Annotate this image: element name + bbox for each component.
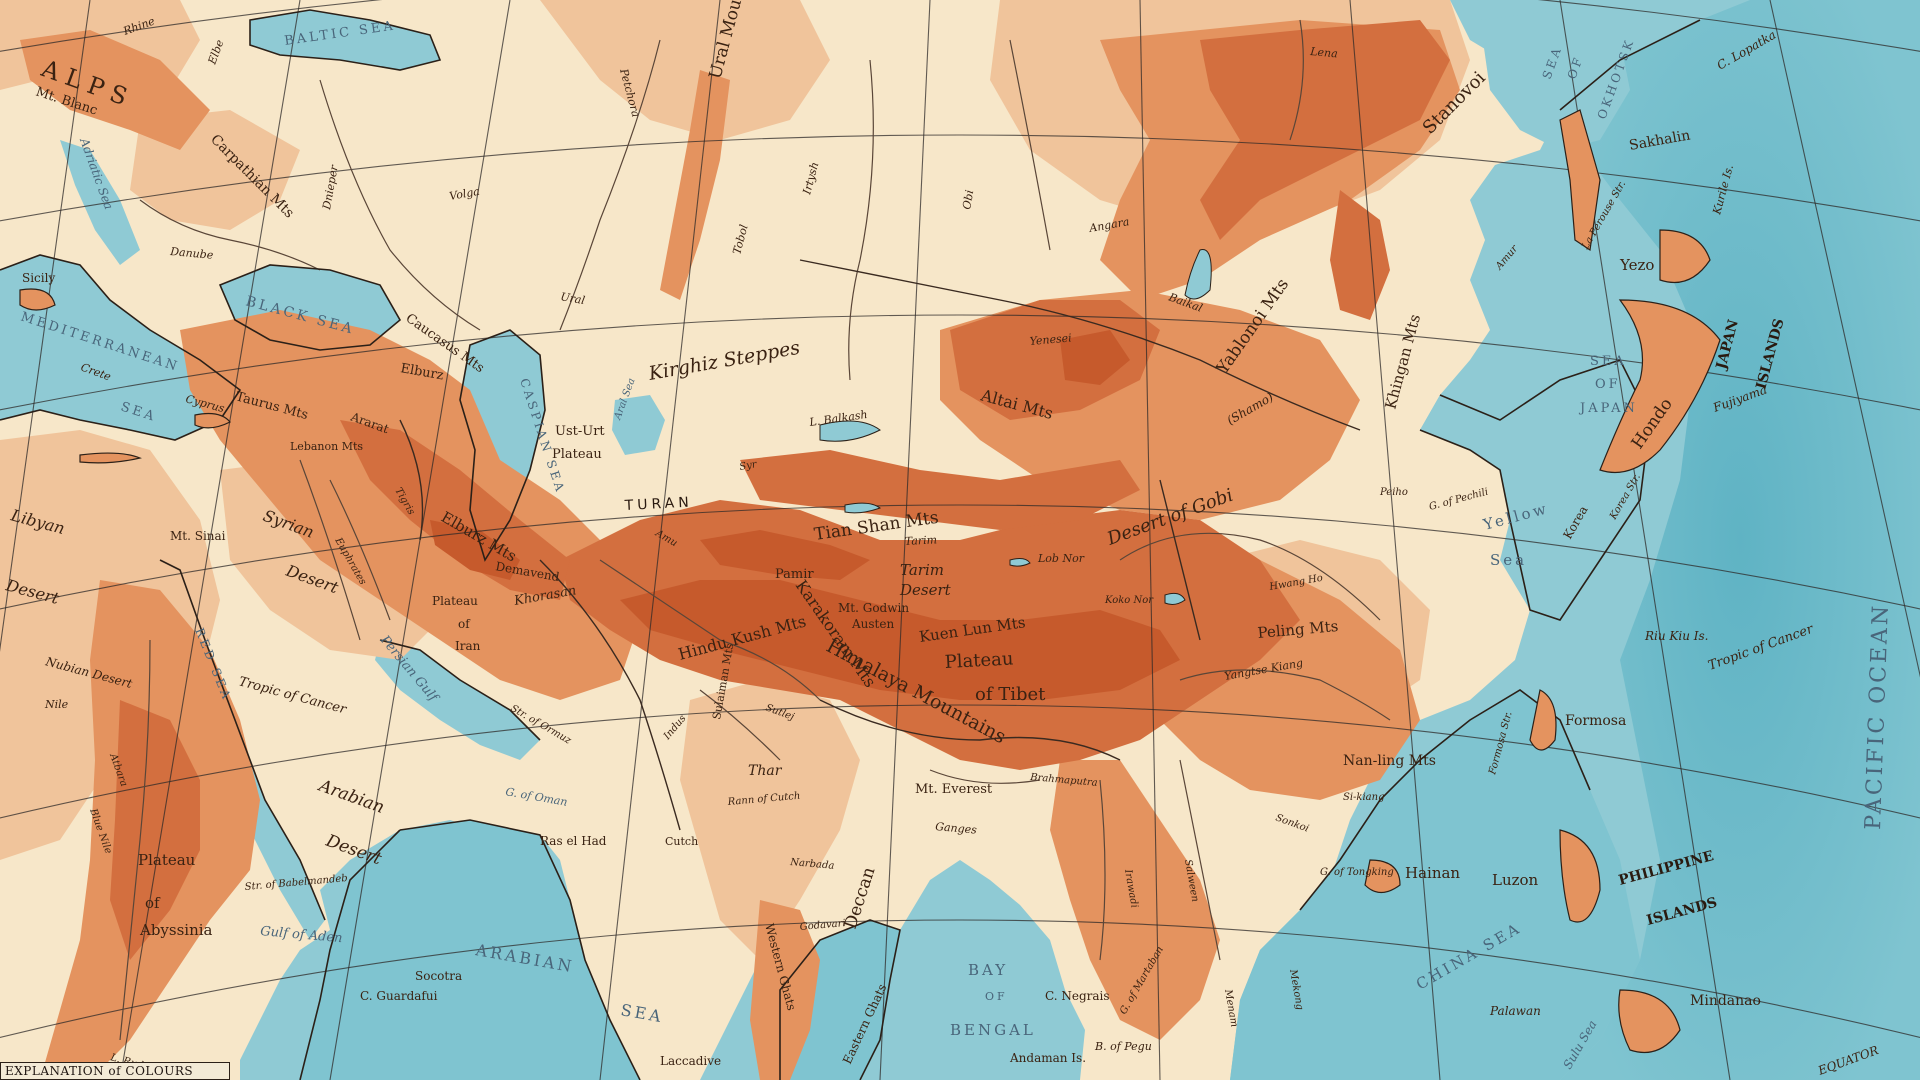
label-andaman: Andaman Is. <box>1009 1051 1086 1065</box>
label-godwin-austen-2: Austen <box>851 617 894 631</box>
label-godavari: Godavari <box>799 918 846 933</box>
coastlines <box>0 9 1701 1080</box>
label-plateau-tibet-2: of Tibet <box>975 684 1046 705</box>
legend-box: EXPLANATION of COLOURS <box>0 1062 230 1080</box>
label-yezo: Yezo <box>1619 256 1654 274</box>
label-yenesei: Yenesei <box>1029 331 1072 348</box>
label-bay-2: OF <box>985 990 1008 1003</box>
label-mindanao: Mindanao <box>1690 993 1761 1009</box>
label-palawan: Palawan <box>1489 1004 1541 1018</box>
island-hainan <box>1364 859 1401 894</box>
label-mt-sinai: Mt. Sinai <box>170 529 226 543</box>
label-pamir: Pamir <box>775 567 814 582</box>
sea-adriatic <box>60 140 140 265</box>
island-crete <box>79 452 142 464</box>
label-turan: TURAN <box>623 494 693 514</box>
islands <box>19 109 1721 1054</box>
sea-mediterranean <box>0 255 240 440</box>
sea-okhotsk <box>1480 10 1630 150</box>
label-formosa: Formosa <box>1565 713 1626 729</box>
label-danube: Danube <box>169 245 215 262</box>
label-elburz-peak: Elburz <box>399 361 444 383</box>
label-godwin-austen-1: Mt. Godwin <box>838 601 909 615</box>
lake-issyk-kul <box>844 502 882 514</box>
label-nile: Nile <box>44 698 69 711</box>
label-koko-nor: Koko Nor <box>1104 595 1154 606</box>
label-gulf-aden: Gulf of Aden <box>260 924 343 946</box>
label-laccadive: Laccadive <box>660 1054 721 1068</box>
label-luzon: Luzon <box>1492 871 1539 889</box>
island-cyprus <box>194 412 231 429</box>
label-obi: Obi <box>960 189 976 211</box>
island-japan <box>1599 299 1721 474</box>
label-si-kiang: Si-kiang <box>1343 792 1385 803</box>
label-abyssinia-1: Plateau <box>138 851 196 869</box>
label-c-guardafui: C. Guardafui <box>360 989 438 1003</box>
label-peiho: Peiho <box>1379 487 1408 498</box>
label-cutch: Cutch <box>665 835 698 848</box>
label-g-tongking: G. of Tongking <box>1320 867 1394 878</box>
label-lena: Lena <box>1309 45 1338 60</box>
label-iran: Iran <box>455 639 481 653</box>
label-syr: Syr <box>739 459 759 473</box>
label-tarim-desert-2: Desert <box>899 581 952 599</box>
island-sicily <box>19 288 56 311</box>
label-b-pegu: B. of Pegu <box>1094 1040 1152 1053</box>
label-abyssinia-3: Abyssinia <box>139 921 213 939</box>
lake-balkash <box>819 420 881 442</box>
sea-aral <box>612 395 665 455</box>
label-thar: Thar <box>748 763 783 779</box>
label-sea-japan-1: SEA <box>1590 354 1627 369</box>
label-riu-kiu: Riu Kiu Is. <box>1644 629 1708 643</box>
label-sea-japan-3: JAPAN <box>1578 401 1638 416</box>
lake-lob-nor <box>1009 558 1031 567</box>
label-mt-everest: Mt. Everest <box>915 782 993 797</box>
label-tarim-desert-1: Tarim <box>900 561 944 579</box>
sea-baltic <box>250 10 440 70</box>
label-volga: Volga <box>448 185 480 203</box>
label-tarim-river: Tarim <box>904 533 937 548</box>
sea-arabian <box>300 820 640 1080</box>
label-socotra: Socotra <box>415 969 462 983</box>
label-c-negrais: C. Negrais <box>1045 989 1110 1003</box>
label-plateau-tibet-1: Plateau <box>944 648 1014 673</box>
lake-koko-nor <box>1164 592 1186 605</box>
label-ust-urt-plateau: Plateau <box>552 447 602 462</box>
island-mindanao <box>1618 989 1681 1054</box>
lake-baikal <box>1184 249 1212 300</box>
island-yezo <box>1659 229 1711 284</box>
label-bay-1: BAY <box>968 961 1008 979</box>
label-lob-nor: Lob Nor <box>1037 552 1085 565</box>
label-ural-river: Ural <box>559 290 586 307</box>
island-sakhalin <box>1559 109 1601 252</box>
label-plateau-iran: Plateau <box>432 594 478 608</box>
island-formosa <box>1529 689 1557 751</box>
sea-persian-gulf <box>375 640 540 760</box>
label-abyssinia-2: of <box>145 894 161 912</box>
rivers <box>119 19 1391 1041</box>
label-hainan: Hainan <box>1405 864 1460 882</box>
label-iran-of: of <box>458 617 471 631</box>
legend-title: EXPLANATION of COLOURS <box>5 1064 194 1078</box>
label-yellow-sea-2: Sea <box>1490 551 1527 569</box>
sea-china <box>1230 690 1640 1080</box>
label-sicily: Sicily <box>22 271 55 285</box>
label-ganges: Ganges <box>935 820 978 837</box>
borders <box>399 259 1361 831</box>
label-ust-urt: Ust-Urt <box>555 424 605 439</box>
label-bay-3: BENGAL <box>950 1021 1036 1039</box>
label-sea-japan-2: OF <box>1595 377 1621 392</box>
lakes <box>819 249 1212 605</box>
label-ras-el-had: Ras el Had <box>540 834 607 848</box>
label-nan-ling: Nan-ling Mts <box>1343 753 1436 769</box>
label-narbada: Narbada <box>789 857 835 872</box>
label-lebanon: Lebanon Mts <box>290 440 363 453</box>
island-luzon <box>1559 829 1601 923</box>
